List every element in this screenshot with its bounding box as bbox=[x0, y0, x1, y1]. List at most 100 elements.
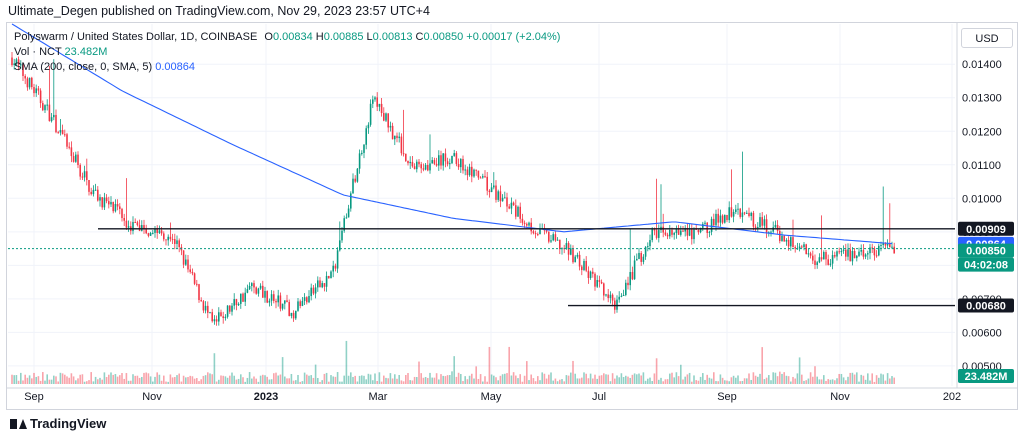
candle-body bbox=[605, 294, 607, 296]
candle-body bbox=[385, 113, 387, 121]
candle-body bbox=[697, 229, 700, 233]
volume-bar bbox=[809, 372, 812, 384]
candle-body bbox=[209, 312, 211, 314]
candle-body bbox=[332, 265, 334, 272]
candle-body bbox=[37, 88, 40, 91]
candle-body bbox=[308, 296, 310, 303]
upper-level-tag: 0.00909 bbox=[966, 224, 1006, 236]
volume-bars bbox=[11, 340, 895, 384]
volume-bar bbox=[585, 373, 587, 384]
countdown-tag: 04:02:08 bbox=[964, 260, 1008, 272]
volume-bar bbox=[607, 374, 609, 384]
sma-legend[interactable]: SMA (200, close, 0, SMA, 5) 0.00864 bbox=[14, 61, 195, 73]
candle-body bbox=[295, 310, 297, 319]
volume-bar bbox=[17, 380, 20, 384]
candle-body bbox=[277, 295, 279, 303]
volume-bar bbox=[493, 375, 495, 384]
volume-bar bbox=[783, 372, 785, 384]
volume-bar bbox=[475, 366, 477, 384]
candle-body bbox=[369, 103, 372, 125]
tradingview-logo[interactable]: TradingView bbox=[10, 416, 106, 431]
volume-bar bbox=[515, 375, 517, 384]
candle-body bbox=[651, 229, 653, 241]
symbol-legend[interactable]: Polyswarm / United States Dollar, 1D, CO… bbox=[14, 31, 560, 43]
volume-legend[interactable]: Vol · NCT 23.482M bbox=[14, 46, 107, 58]
candle-body bbox=[620, 295, 623, 297]
candle-body bbox=[655, 230, 658, 238]
volume-bar bbox=[42, 372, 44, 384]
candle-body bbox=[783, 235, 785, 242]
volume-bar bbox=[306, 374, 308, 384]
candle-body bbox=[735, 209, 737, 212]
currency-button[interactable]: USD bbox=[961, 28, 1013, 48]
volume-bar bbox=[407, 373, 409, 384]
price-tick-label: 0.00600 bbox=[962, 327, 1002, 339]
candle-body bbox=[517, 206, 519, 217]
candle-body bbox=[158, 230, 161, 234]
volume-bar bbox=[97, 379, 99, 384]
candle-body bbox=[28, 77, 31, 88]
candle-body bbox=[202, 301, 205, 311]
candle-body bbox=[550, 240, 552, 242]
time-tick-label: 202 bbox=[943, 391, 961, 403]
volume-bar bbox=[653, 373, 656, 384]
volume-bar bbox=[341, 381, 343, 384]
volume-bar bbox=[99, 377, 101, 384]
candle-body bbox=[457, 164, 460, 168]
volume-bar bbox=[638, 373, 640, 384]
candle-body bbox=[515, 205, 517, 217]
candle-body bbox=[88, 180, 90, 192]
candle-body bbox=[383, 113, 385, 121]
candle-body bbox=[664, 232, 667, 235]
volume-bar bbox=[64, 374, 66, 384]
candle-body bbox=[317, 280, 319, 288]
volume-bar bbox=[108, 374, 110, 384]
volume-bar bbox=[724, 380, 726, 384]
volume-bar bbox=[664, 379, 667, 384]
volume-bar bbox=[728, 381, 730, 384]
volume-bar bbox=[350, 372, 352, 384]
volume-bar bbox=[871, 373, 873, 384]
volume-bar bbox=[875, 375, 878, 384]
volume-bar bbox=[444, 376, 447, 384]
volume-bar bbox=[655, 358, 658, 384]
candle-body bbox=[64, 134, 66, 136]
candle-body bbox=[554, 234, 557, 241]
volume-bar bbox=[402, 381, 405, 384]
volume-bar bbox=[26, 377, 29, 384]
volume-tag: 23.482M bbox=[965, 371, 1008, 383]
candle-body bbox=[345, 217, 348, 219]
volume-bar bbox=[145, 372, 147, 384]
candle-body bbox=[726, 215, 728, 221]
candle-body bbox=[534, 233, 537, 235]
volume-bar bbox=[55, 376, 57, 384]
volume-bar bbox=[860, 374, 862, 384]
volume-bar bbox=[827, 379, 829, 384]
volume-bar bbox=[730, 377, 733, 384]
candle-body bbox=[218, 312, 220, 322]
candle-body bbox=[633, 260, 636, 280]
close-value: 0.00850 bbox=[423, 31, 464, 43]
candle-body bbox=[699, 227, 702, 233]
candle-body bbox=[845, 249, 847, 257]
volume-bar bbox=[748, 373, 750, 384]
candle-body bbox=[251, 283, 253, 287]
volume-bar bbox=[721, 377, 724, 384]
candle-body bbox=[449, 163, 451, 165]
volume-bar bbox=[391, 378, 394, 384]
volume-bar bbox=[101, 379, 103, 384]
candle-body bbox=[325, 275, 328, 287]
volume-bar bbox=[695, 380, 697, 384]
candle-body bbox=[680, 230, 682, 235]
volume-bar bbox=[149, 376, 152, 384]
last-price-tag: 0.00850 bbox=[966, 246, 1006, 258]
candle-body bbox=[642, 256, 645, 262]
upper-level-tag-bg bbox=[958, 221, 1014, 236]
candle-body bbox=[220, 312, 222, 317]
volume-bar bbox=[127, 380, 130, 384]
volume-bar bbox=[394, 374, 396, 384]
candle-body bbox=[211, 312, 213, 322]
volume-bar bbox=[468, 375, 471, 384]
volume-bar bbox=[618, 377, 620, 384]
